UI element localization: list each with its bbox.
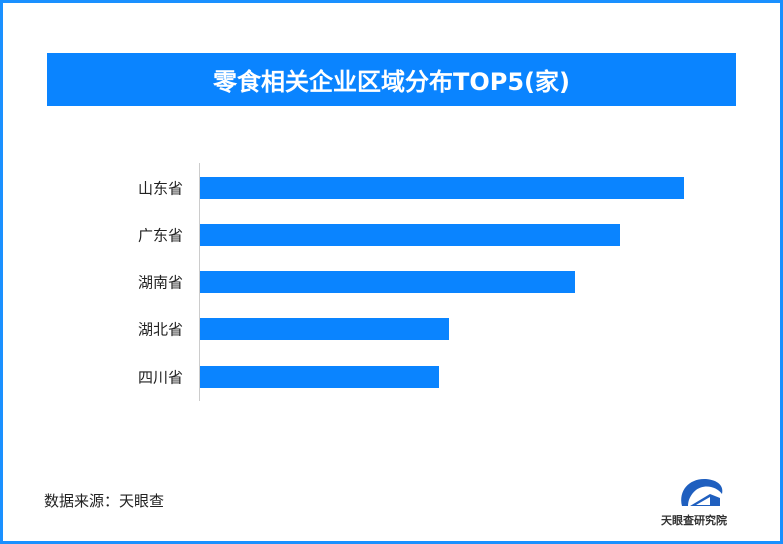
chart-title: 零食相关企业区域分布TOP5(家) — [47, 53, 736, 106]
logo-text: 天眼查研究院 — [661, 514, 727, 527]
category-label: 湖北省 — [137, 320, 183, 339]
category-label: 湖南省 — [137, 273, 183, 292]
y-axis-line — [199, 163, 200, 401]
bar-山东省 — [200, 177, 684, 199]
bar-湖南省 — [200, 271, 576, 293]
tianyancha-logo-icon — [681, 478, 723, 506]
data-source: 数据来源：天眼查 — [44, 492, 165, 510]
category-label: 四川省 — [137, 368, 183, 387]
category-label: 山东省 — [137, 179, 183, 198]
bar-广东省 — [200, 224, 621, 246]
category-label: 广东省 — [137, 226, 183, 245]
bar-湖北省 — [200, 318, 449, 340]
bar-四川省 — [200, 366, 440, 388]
